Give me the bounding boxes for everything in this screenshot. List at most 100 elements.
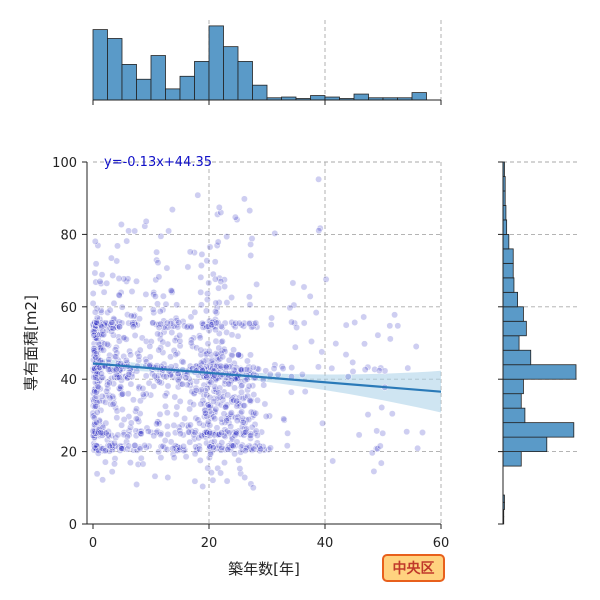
scatter-point: [147, 391, 155, 399]
scatter-point: [132, 427, 140, 435]
scatter-point: [230, 366, 238, 374]
scatter-point: [375, 367, 383, 375]
scatter-point: [109, 324, 117, 332]
scatter-point: [206, 430, 214, 438]
scatter-point: [95, 416, 103, 424]
scatter-point: [212, 375, 220, 383]
scatter-point: [237, 366, 245, 374]
scatter-point: [247, 434, 254, 442]
scatter-point: [404, 364, 412, 372]
scatter-point: [207, 469, 215, 477]
scatter-point: [286, 304, 294, 312]
scatter-point: [155, 420, 163, 427]
scatter-point: [211, 258, 219, 266]
scatter-point: [328, 364, 336, 372]
scatter-point: [215, 203, 223, 211]
scatter-point: [255, 365, 262, 373]
scatter-point: [377, 459, 385, 467]
scatter-point: [105, 356, 113, 363]
scatter-point: [118, 303, 126, 311]
scatter-point: [159, 292, 167, 300]
scatter-point: [206, 243, 214, 251]
scatter-point: [120, 431, 128, 439]
scatter-point: [228, 331, 236, 339]
scatter-point: [142, 337, 150, 345]
y-hist-bar: [502, 422, 575, 438]
scatter-point: [108, 432, 116, 439]
scatter-point: [176, 397, 184, 405]
scatter-point: [169, 445, 177, 452]
scatter-point: [204, 340, 212, 348]
scatter-point: [149, 306, 157, 314]
y-hist-bar: [502, 262, 514, 279]
scatter-point: [120, 275, 128, 283]
scatter-point: [266, 370, 274, 378]
scatter-point: [206, 442, 214, 450]
scatter-point: [232, 319, 240, 327]
scatter-point: [89, 427, 97, 435]
scatter-point: [139, 390, 147, 398]
scatter-point: [386, 335, 394, 343]
scatter-point: [142, 390, 150, 398]
scatter-point: [217, 209, 225, 216]
scatter-point: [232, 413, 239, 421]
scatter-point: [120, 334, 128, 342]
scatter-point: [101, 340, 109, 348]
scatter-point: [114, 431, 122, 439]
scatter-point: [162, 300, 170, 308]
y-hist-bar: [502, 378, 524, 395]
scatter-point: [197, 288, 205, 296]
scatter-point: [93, 470, 101, 478]
scatter-point: [194, 416, 202, 424]
scatter-point: [157, 344, 165, 352]
scatter-point: [240, 402, 248, 410]
scatter-point: [247, 252, 255, 259]
scatter-point: [215, 389, 223, 397]
scatter-point: [253, 280, 261, 288]
scatter-point: [113, 257, 121, 265]
scatter-point: [136, 315, 143, 323]
ward-badge-box: [382, 554, 445, 582]
scatter-point: [128, 319, 136, 327]
scatter-point: [90, 414, 98, 422]
scatter-point: [332, 340, 340, 348]
scatter-point: [198, 250, 206, 258]
scatter-point: [194, 191, 202, 199]
scatter-point: [100, 346, 107, 354]
scatter-point: [257, 445, 265, 453]
scatter-point: [157, 232, 165, 240]
scatter-point: [248, 235, 256, 243]
scatter-point: [173, 301, 181, 309]
y-hist-bar: [502, 364, 577, 380]
scatter-point: [146, 353, 154, 361]
scatter-point: [113, 407, 121, 415]
scatter-point: [154, 259, 162, 267]
scatter-point: [172, 410, 180, 418]
y-hist-bar: [502, 291, 519, 308]
scatter-point: [227, 423, 235, 430]
scatter-point: [116, 292, 123, 299]
scatter-point: [155, 378, 163, 386]
scatter-point: [241, 447, 249, 455]
y-hist-bar: [502, 219, 508, 235]
scatter-point: [170, 347, 178, 354]
scatter-point: [164, 430, 172, 438]
scatter-point: [268, 314, 276, 322]
scatter-point: [250, 409, 258, 416]
scatter-point: [181, 415, 189, 422]
scatter-point: [187, 339, 195, 347]
scatter-point: [388, 410, 396, 418]
scatter-point: [198, 432, 206, 440]
scatter-point: [187, 313, 195, 321]
scatter-point: [99, 445, 107, 453]
scatter-point: [154, 300, 161, 308]
scatter-point: [170, 421, 178, 429]
scatter-point: [171, 429, 179, 437]
scatter-point: [312, 309, 320, 317]
scatter-point: [236, 394, 244, 401]
scatter-point: [108, 441, 116, 449]
scatter-point: [306, 292, 314, 300]
scatter-point: [114, 242, 121, 250]
scatter-point: [149, 319, 157, 327]
x-tick-label: 20: [201, 536, 218, 551]
